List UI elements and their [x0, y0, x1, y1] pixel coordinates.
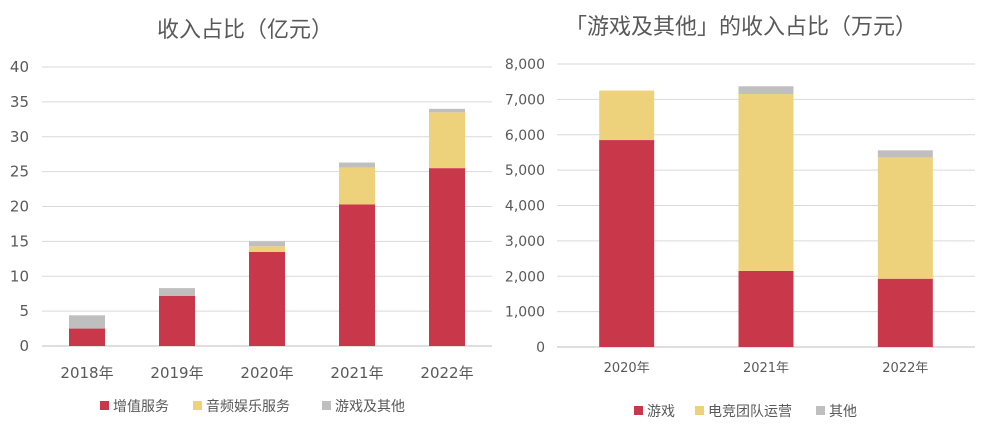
legend-label: 游戏 [647, 404, 675, 420]
bar-segment-1-1 [599, 140, 655, 347]
bar-segment-4-1 [339, 204, 375, 346]
legend-label: 游戏及其他 [335, 399, 405, 415]
y-tick-label: 5 [19, 302, 29, 320]
bar-segment-2-3 [738, 86, 794, 95]
bar-segment-1-1 [69, 328, 105, 346]
chart-revenue-share: 收入占比（亿元） 0 5 10 15 20 25 30 35 40 2018年 2019年 2020年 2… [10, 18, 492, 415]
bar-segment-2-2 [738, 94, 794, 271]
bar-segment-4-3 [339, 162, 375, 168]
y-tick-label: 15 [10, 232, 29, 250]
bar-segment-5-2 [429, 112, 465, 169]
y-tick-label: 40 [10, 58, 29, 76]
y-tick-label: 5,000 [505, 163, 545, 179]
y-tick-label: 6,000 [505, 128, 545, 144]
x-tick-label: 2020年 [240, 364, 293, 382]
y-tick-label: 0 [536, 340, 545, 356]
legend-swatch [193, 401, 202, 410]
chart-title: 收入占比（亿元） [157, 18, 333, 43]
x-tick-label: 2022年 [420, 364, 473, 382]
bar-segment-3-1 [249, 251, 285, 346]
bar-segment-3-3 [877, 150, 933, 158]
y-tick-label: 2,000 [505, 269, 545, 285]
x-tick-label: 2020年 [604, 361, 650, 376]
legend-swatch [634, 406, 643, 415]
x-tick-label: 2018年 [60, 364, 113, 382]
y-tick-label: 10 [10, 267, 29, 285]
y-tick-label: 20 [10, 198, 29, 216]
bar-segment-3-2 [877, 157, 933, 279]
legend-swatch [322, 401, 331, 410]
chart-title: 「游戏及其他」的收入占比（万元） [565, 15, 917, 40]
y-tick-label: 3,000 [505, 234, 545, 250]
y-tick-label: 7,000 [505, 92, 545, 108]
bar-segment-2-1 [159, 295, 195, 346]
legend-label: 其他 [829, 404, 857, 420]
bar-segment-2-3 [159, 288, 195, 296]
legend-label: 增值服务 [113, 399, 169, 415]
x-tick-label: 2019年 [150, 364, 203, 382]
legend-swatch [100, 401, 109, 410]
x-tick-label: 2021年 [743, 361, 789, 376]
bar-segment-1-3 [69, 315, 105, 329]
legend-swatch [816, 406, 825, 415]
legend-label: 电竞团队运营 [708, 403, 792, 420]
y-tick-label: 35 [10, 93, 29, 111]
y-tick-label: 4,000 [505, 199, 545, 215]
bar-segment-3-3 [249, 241, 285, 247]
legend-label: 音频娱乐服务 [206, 398, 290, 415]
bar-segment-3-1 [877, 278, 933, 347]
x-tick-label: 2021年 [330, 364, 383, 382]
bar-segment-3-2 [249, 246, 285, 252]
y-tick-label: 8,000 [505, 57, 545, 73]
bar-segment-5-1 [429, 168, 465, 346]
bar-segment-4-2 [339, 167, 375, 205]
y-tick-label: 25 [10, 163, 29, 181]
chart-games-other-share: 「游戏及其他」的收入占比（万元） 0 1,000 2,000 3,000 4,000 5,0… [505, 15, 975, 420]
y-tick-label: 1,000 [505, 305, 545, 321]
y-tick-label: 0 [19, 337, 29, 355]
bar-segment-1-2 [599, 90, 655, 141]
y-tick-label: 30 [10, 128, 29, 146]
bar-segment-5-3 [429, 108, 465, 113]
legend-swatch [695, 406, 704, 415]
bar-segment-2-1 [738, 270, 794, 347]
x-tick-label: 2022年 [882, 361, 928, 376]
